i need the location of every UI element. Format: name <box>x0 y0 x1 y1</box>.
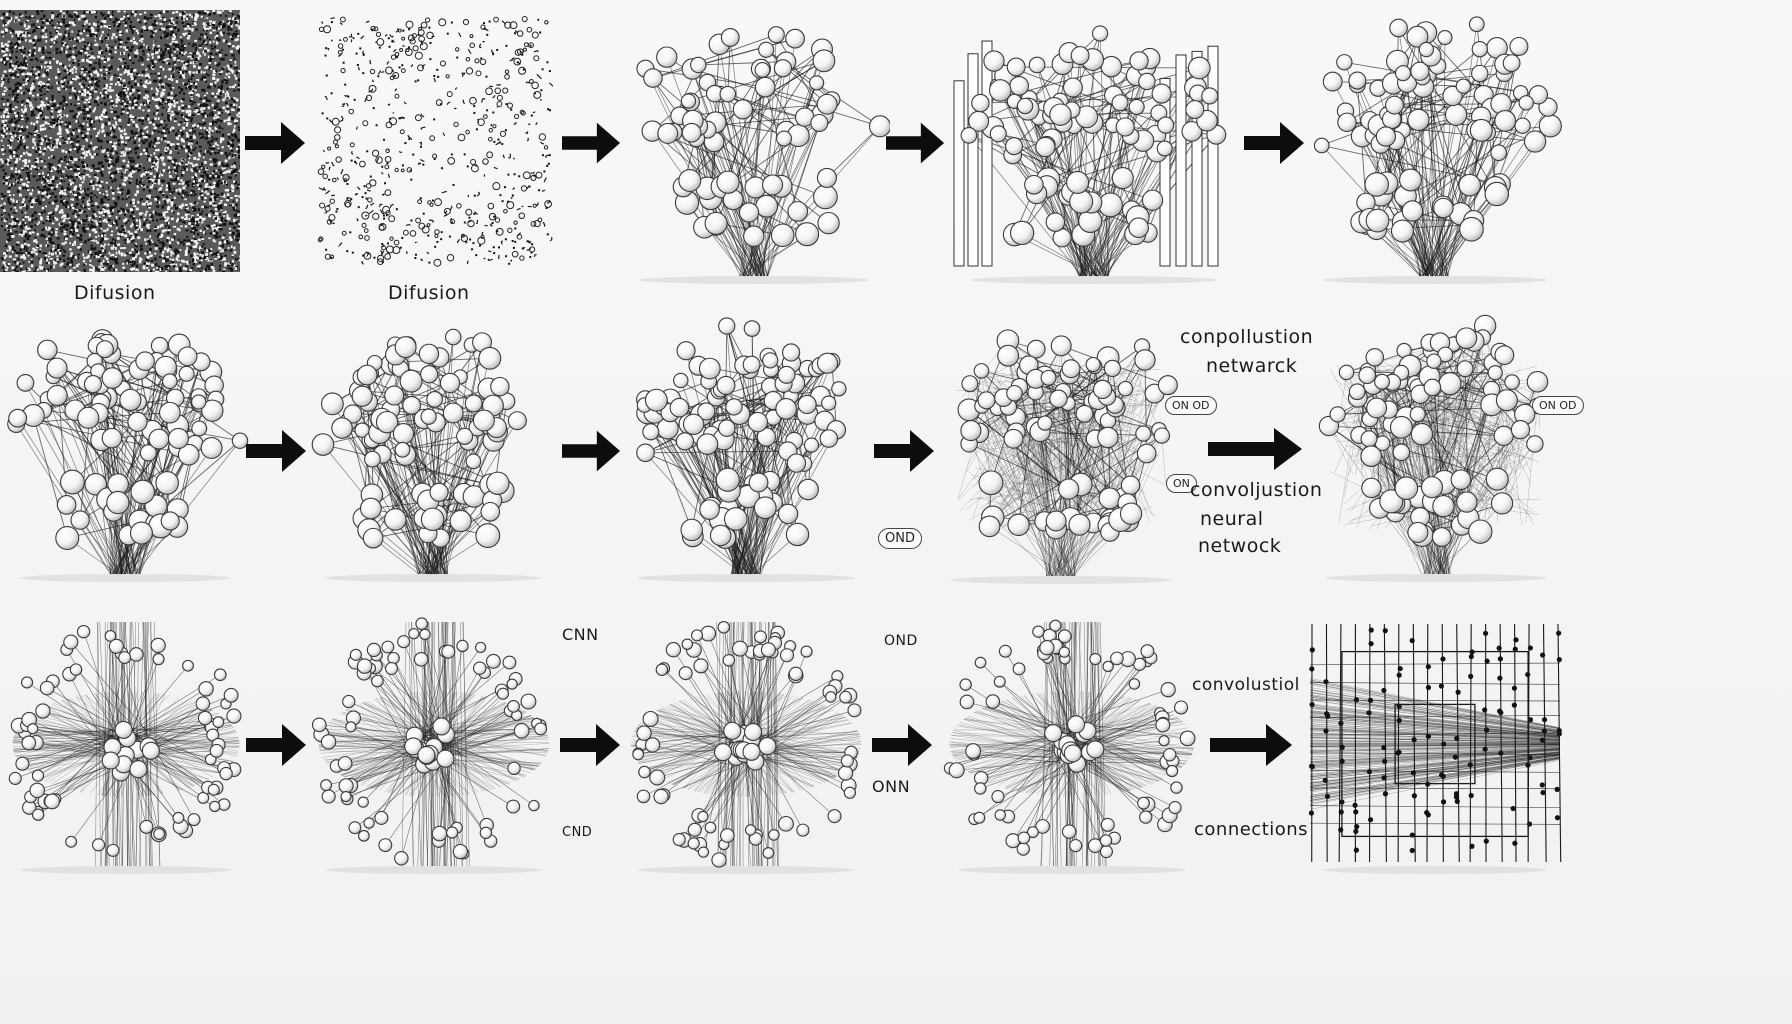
panel-illustration <box>311 617 550 874</box>
panel-burst <box>306 612 562 876</box>
panel-illustration <box>943 619 1196 874</box>
arrow-right-icon <box>1210 722 1294 768</box>
panel-noise-sparse <box>312 10 558 272</box>
panel-illustration <box>950 329 1178 584</box>
label-ond: OND <box>884 633 918 649</box>
badge-on-od: ON OD <box>1165 396 1217 415</box>
label-connections: connections <box>1194 819 1309 840</box>
panel-node-tree <box>1300 6 1568 286</box>
panel-illustration <box>1318 314 1549 582</box>
panel-illustration <box>7 329 249 582</box>
panel-node-tree-webbed <box>1304 310 1568 584</box>
label-netwock: netwock <box>1198 535 1282 557</box>
arrow-right-icon <box>562 428 622 474</box>
arrow-right-icon <box>872 722 934 768</box>
panel-node-tree-dense <box>616 316 876 584</box>
label-cnn: CNN <box>562 625 599 644</box>
panel-noise-dense <box>0 10 240 272</box>
arrow-right-icon <box>562 120 622 166</box>
panel-illustration <box>630 621 862 874</box>
arrow-right-icon <box>1208 426 1304 472</box>
arrow-right-icon <box>1244 120 1306 166</box>
arrow-right-icon <box>246 428 308 474</box>
label-netwarck: netwarck <box>1206 355 1298 377</box>
panel-burst <box>0 612 252 876</box>
panel-illustration <box>0 10 240 272</box>
arrow-right-icon <box>245 120 307 166</box>
label-onn: ONN <box>872 777 911 796</box>
arrow-right-icon <box>886 120 946 166</box>
badge-ond: OND <box>878 528 922 549</box>
label-difusion-2: Difusion <box>388 282 470 304</box>
panel-node-tree <box>304 318 562 584</box>
arrow-right-icon <box>874 428 936 474</box>
panel-node-tree-bars <box>948 8 1240 286</box>
label-convolustiol: convolustiol <box>1192 675 1300 695</box>
arrow-right-icon <box>560 722 622 768</box>
panel-illustration <box>953 25 1227 284</box>
label-neural: neural <box>1200 508 1264 530</box>
panel-illustration <box>317 16 554 267</box>
label-convoljustion: convoljustion <box>1190 479 1323 501</box>
panel-illustration <box>311 328 542 582</box>
badge-on-od: ON OD <box>1532 396 1584 415</box>
label-difusion-1: Difusion <box>74 282 156 304</box>
arrow-right-icon <box>246 722 308 768</box>
label-cnd: CND <box>562 825 593 840</box>
panel-illustration <box>636 317 856 582</box>
panel-node-tree <box>618 8 890 286</box>
panel-burst <box>618 612 874 876</box>
panel-illustration <box>1308 623 1562 874</box>
panel-illustration <box>8 621 242 874</box>
panel-illustration <box>636 26 890 284</box>
panel-lattice-grid <box>1302 612 1568 876</box>
panel-node-tree-webbed <box>930 312 1192 586</box>
label-conpollustion: conpollustion <box>1180 326 1314 348</box>
badge-on: ON <box>1166 474 1197 493</box>
panel-illustration <box>1313 16 1562 284</box>
panel-burst <box>936 612 1208 876</box>
panel-node-tree <box>0 318 250 584</box>
